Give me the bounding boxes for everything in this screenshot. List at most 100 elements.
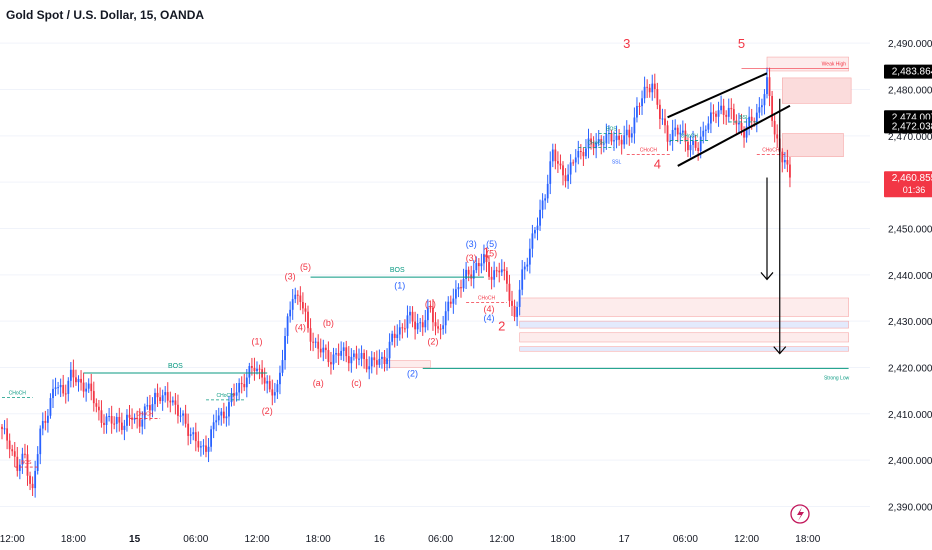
wave-label: (1) [394, 281, 405, 291]
candle-body [426, 307, 429, 321]
candle [263, 367, 266, 391]
candle-body [717, 110, 720, 117]
candle [240, 376, 243, 394]
candle [192, 427, 195, 441]
candle-body [64, 393, 67, 395]
candle-body [156, 392, 159, 398]
candle-body [452, 298, 455, 304]
candle-body [62, 384, 65, 394]
candle-body [518, 289, 521, 307]
candle-body [80, 378, 82, 383]
y-tick-label: 2,400.000 [888, 456, 932, 467]
candle-body [434, 322, 437, 327]
candle [82, 372, 85, 398]
candle-body [159, 397, 161, 402]
candle-body [113, 423, 116, 425]
candle [404, 319, 406, 333]
candle-body [567, 174, 569, 182]
candle [205, 435, 207, 458]
lightning-icon[interactable] [790, 504, 810, 524]
chart-title: Gold Spot / U.S. Dollar, 15, OANDA [6, 8, 205, 22]
candle [697, 142, 700, 161]
candle [628, 124, 631, 146]
candle-body [564, 175, 567, 182]
candle [268, 375, 271, 393]
candle [439, 324, 442, 340]
candle [587, 128, 590, 159]
candle [286, 313, 289, 344]
candle [110, 405, 113, 434]
candle-body [299, 295, 302, 303]
candle [345, 340, 348, 363]
candle [24, 443, 26, 459]
candle [776, 124, 779, 148]
zone-rect [519, 346, 849, 352]
y-tick-label: 2,470.000 [888, 132, 932, 143]
candle-body [39, 428, 42, 455]
candle [327, 341, 330, 367]
candle [781, 148, 784, 173]
candle [646, 79, 649, 98]
candle-body [212, 422, 215, 430]
candle [34, 460, 37, 498]
candle-body [404, 328, 406, 330]
annotations: (1) (2) (3) (4) (5) (a) (b) (c) (2) (1) (1) (2) (3) (… [252, 36, 746, 416]
candle-body [85, 388, 88, 392]
candle-body [59, 384, 62, 388]
candle [771, 90, 773, 127]
candle [641, 90, 643, 115]
candle [630, 126, 633, 143]
candle [414, 311, 416, 340]
candle-body [516, 306, 518, 317]
candle [421, 315, 424, 336]
x-tick-label: 18:00 [306, 534, 331, 545]
candle [151, 397, 154, 418]
candle-body [228, 402, 230, 417]
candle-body [766, 77, 768, 95]
candle [426, 299, 429, 331]
candle [582, 147, 585, 166]
price-badge [884, 64, 932, 79]
candle [432, 299, 434, 331]
candle [177, 394, 179, 424]
candle [707, 116, 710, 134]
candle-body [554, 149, 557, 162]
candle [202, 439, 205, 455]
candle-body [72, 369, 75, 378]
target-arrow-head [760, 272, 774, 281]
candle-body [182, 413, 184, 416]
candle-body [643, 86, 646, 99]
candle-body [57, 387, 59, 389]
candle-body [421, 322, 424, 328]
x-tick-label: 18:00 [795, 534, 820, 545]
candle [31, 476, 34, 497]
candle [551, 143, 554, 168]
time-axis[interactable]: 12:00 18:00 15 06:00 12:00 18:00 16 06:00 12:00 1… [0, 534, 821, 545]
candle-body [307, 311, 309, 329]
candle [493, 261, 496, 288]
countdown-label: 01:36 [903, 185, 926, 195]
candle [296, 290, 299, 305]
candle-body [633, 117, 636, 134]
candle [475, 256, 478, 274]
x-tick-label: 18:00 [61, 534, 86, 545]
candle [373, 352, 376, 368]
candle [562, 161, 564, 186]
candle-body [679, 132, 682, 135]
candle [21, 447, 24, 474]
candle [26, 445, 29, 486]
candle-body [16, 456, 19, 471]
candle-body [110, 415, 113, 424]
grid [0, 42, 870, 507]
candle-body [337, 353, 340, 356]
candle-body [730, 107, 733, 110]
candle-body [740, 122, 743, 131]
candle [294, 287, 297, 304]
candle-body [238, 383, 241, 393]
candles [1, 67, 791, 498]
candle-body [67, 380, 70, 394]
candle [335, 348, 337, 363]
candle [559, 154, 562, 170]
candle [238, 378, 241, 401]
